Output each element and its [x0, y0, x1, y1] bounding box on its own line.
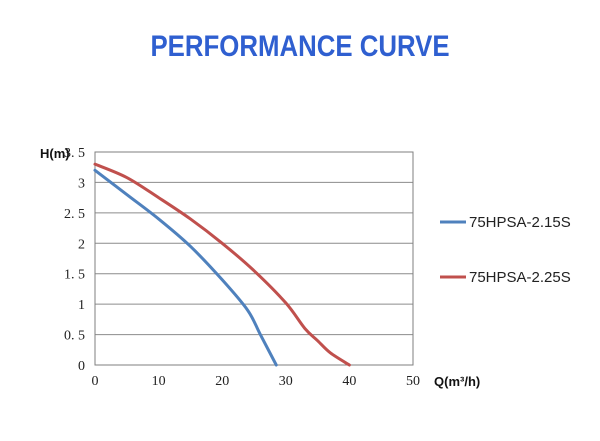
- y-tick-label: 3: [78, 176, 85, 191]
- y-tick-label: 1: [78, 298, 85, 313]
- x-tick-label: 10: [152, 374, 166, 389]
- legend-label-2: 75HPSA-2.25S: [469, 269, 571, 286]
- grid-lines: [95, 151, 413, 366]
- x-tick-label: 40: [342, 374, 356, 389]
- plot-area-frame: [94, 151, 414, 366]
- y-axis-label: H(m): [40, 146, 70, 161]
- x-tick-label: 0: [92, 374, 99, 389]
- series-line-2: [93, 162, 351, 367]
- y-tick-label: 2: [78, 237, 85, 252]
- series-line-1: [93, 168, 278, 367]
- y-axis-ticks: 0 0. 5 1 1. 5 2 2. 5 3 3. 5: [64, 146, 85, 374]
- y-tick-label: 3. 5: [64, 146, 85, 161]
- legend-label-1: 75HPSA-2.15S: [469, 214, 571, 231]
- x-tick-label: 50: [406, 374, 420, 389]
- series-layer: [93, 162, 351, 367]
- x-tick-label: 30: [279, 374, 293, 389]
- x-axis-label: Q(m³/h): [434, 374, 480, 389]
- y-tick-label: 1. 5: [64, 268, 85, 283]
- x-axis-ticks: 0 10 20 30 40 50: [92, 374, 421, 389]
- x-tick-label: 20: [215, 374, 229, 389]
- chart-title: PERFORMANCE CURVE: [150, 30, 450, 63]
- y-tick-label: 2. 5: [64, 207, 85, 222]
- y-tick-label: 0. 5: [64, 329, 85, 344]
- y-tick-label: 0: [78, 359, 85, 374]
- legend: 75HPSA-2.15S 75HPSA-2.25S: [440, 214, 571, 286]
